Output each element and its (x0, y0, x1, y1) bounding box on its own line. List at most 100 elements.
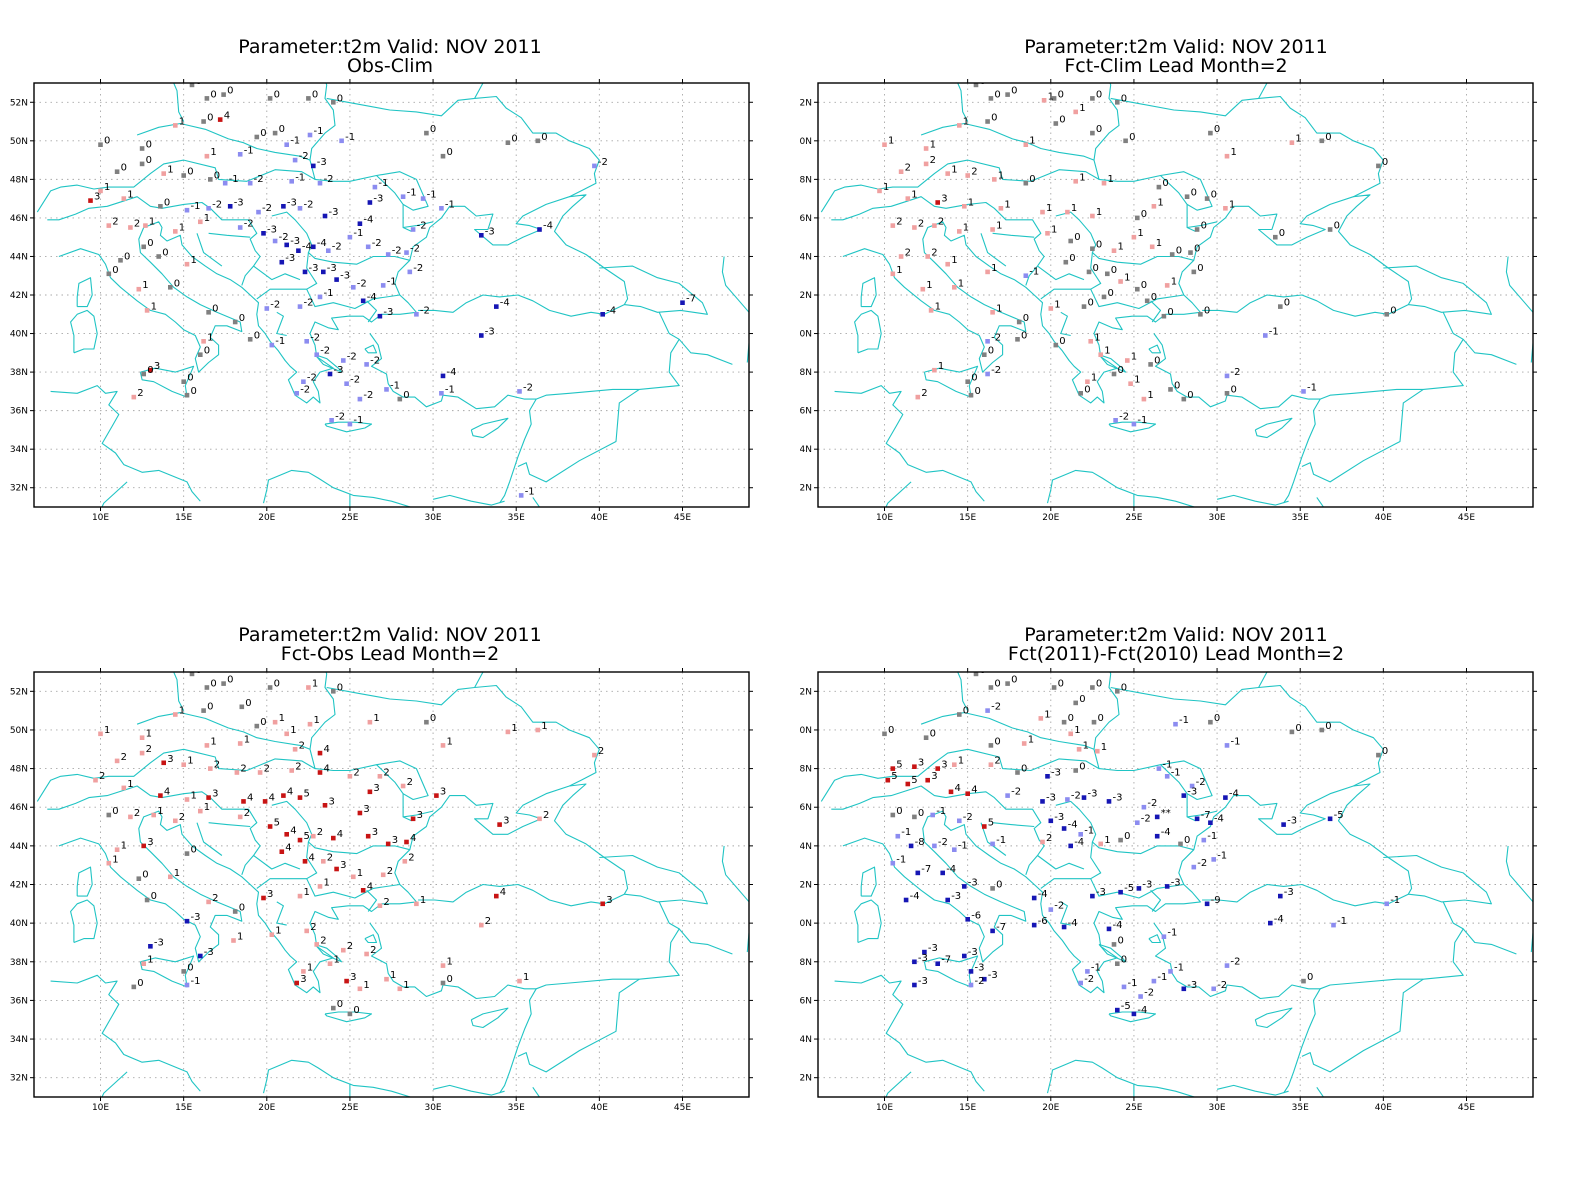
station-marker: 0 (882, 725, 894, 737)
coastline (1316, 1086, 1325, 1097)
station-marker: -1 (222, 174, 239, 186)
coastline (923, 365, 979, 398)
station-value: 0 (1084, 384, 1090, 395)
station-value: 2 (146, 744, 152, 755)
coastline (957, 83, 969, 122)
station-value: 0 (1214, 124, 1220, 135)
lon-tick-label: 20E (258, 1103, 275, 1113)
station-marker: 0 (424, 124, 436, 136)
station-square (935, 766, 940, 771)
coastline (470, 417, 509, 439)
station-value: 0 (888, 725, 894, 736)
station-marker: 0 (204, 679, 217, 690)
station-value: ** (1161, 808, 1171, 819)
station-square (254, 723, 260, 729)
station-value: -2 (991, 365, 1001, 376)
station-value: 2 (543, 810, 549, 821)
coastline (173, 83, 185, 122)
station-value: 1 (127, 190, 133, 201)
coastline (364, 344, 378, 354)
coastline (196, 233, 223, 267)
coastline (992, 822, 1035, 828)
station-value: -3 (327, 263, 337, 274)
coastline (1301, 978, 1424, 1073)
station-marker: -2 (985, 702, 1001, 713)
station-marker: -1 (990, 835, 1006, 847)
station-marker: 3 (410, 810, 423, 822)
station-marker: -3 (1164, 877, 1181, 889)
station-marker: 2 (377, 767, 390, 779)
station-marker: 1 (1289, 134, 1302, 145)
station-marker: 0 (118, 251, 130, 263)
station-value: 0 (975, 386, 981, 397)
station-value: 5 (304, 789, 310, 800)
station-marker: 0 (136, 870, 149, 881)
station-square (1135, 215, 1140, 221)
station-value: 0 (212, 303, 218, 314)
station-value: -3 (329, 207, 339, 218)
station-value: 0 (1058, 679, 1064, 690)
station-square (1224, 963, 1230, 968)
map-panel-fct-obs: Parameter:t2m Valid: NOV 2011 Fct-Obs Le… (0, 600, 790, 1120)
station-square (272, 238, 278, 244)
station-value: -4 (367, 292, 377, 303)
station-square (1115, 961, 1120, 966)
station-marker: 1 (1151, 197, 1164, 209)
coastline (314, 764, 412, 822)
station-value: -1 (1231, 736, 1241, 747)
station-marker: 0 (1111, 935, 1124, 947)
station-value: 1 (1028, 735, 1034, 746)
coastline (1037, 855, 1085, 870)
coastline (1153, 922, 1321, 1094)
station-value: 1 (996, 221, 1002, 232)
station-square (600, 901, 605, 907)
station-square (385, 841, 391, 847)
lat-tick-label: 38N (800, 368, 812, 378)
station-square (912, 764, 917, 769)
station-value: 0 (1068, 713, 1074, 724)
coastline (376, 760, 429, 801)
station-value: -3 (287, 197, 297, 208)
station-value: 0 (279, 124, 285, 135)
station-value: 0 (1191, 188, 1197, 199)
station-square (367, 200, 373, 205)
station-square (384, 976, 389, 982)
station-square (1224, 391, 1230, 396)
coastline (536, 901, 680, 990)
station-marker: -4 (311, 238, 327, 250)
station-square (311, 244, 316, 250)
station-square (1073, 109, 1078, 115)
station-square (1204, 196, 1210, 201)
station-square (1118, 889, 1123, 895)
coastline (1090, 841, 1184, 899)
station-square (923, 161, 929, 167)
station-square (915, 394, 921, 400)
station-square (945, 897, 950, 903)
station-marker: 1 (121, 190, 134, 201)
station-value: 2 (931, 248, 937, 259)
station-square (161, 171, 166, 176)
station-value: 2 (137, 388, 143, 399)
station-square (957, 818, 962, 824)
station-value: 5 (891, 771, 897, 782)
station-value: 0 (337, 682, 343, 693)
station-value: 1 (1108, 174, 1114, 185)
station-square (201, 708, 206, 713)
station-square (141, 244, 146, 250)
station-marker: 2 (988, 756, 1001, 767)
station-marker: -2 (1224, 367, 1240, 379)
station-marker: 3 (600, 895, 613, 907)
station-square (184, 982, 190, 988)
station-marker: 1 (1223, 199, 1235, 211)
station-square (923, 735, 929, 740)
station-marker: -5 (1327, 810, 1344, 822)
station-value: 1 (191, 255, 197, 266)
station-square (895, 833, 901, 839)
station-square (912, 225, 917, 230)
station-value: -2 (417, 221, 427, 232)
station-marker: 1 (237, 735, 250, 746)
station-square (982, 976, 987, 982)
station-value: -2 (357, 278, 367, 289)
station-marker: 1 (882, 136, 894, 147)
station-value: 0 (137, 978, 143, 989)
